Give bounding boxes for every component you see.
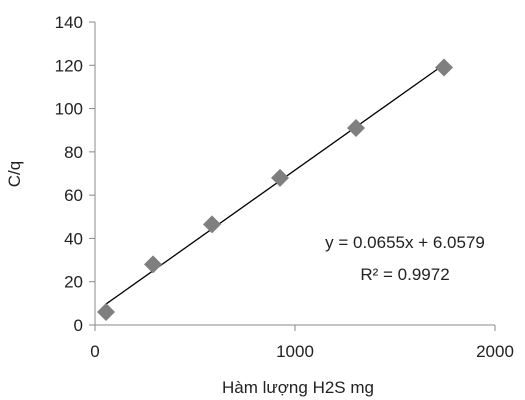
data-point (435, 58, 453, 77)
data-point (271, 168, 289, 187)
y-tick-label: 80 (64, 143, 83, 162)
y-tick-label: 120 (55, 56, 83, 75)
x-tick-label: 1000 (276, 342, 314, 361)
y-axis-title: C/q (5, 161, 24, 187)
r-squared-label: R² = 0.9972 (360, 265, 449, 284)
y-tick-label: 0 (74, 316, 83, 335)
x-tick-label: 2000 (476, 342, 514, 361)
x-axis-ticks: 0 1000 2000 (90, 325, 514, 361)
x-axis-title: Hàm lượng H2S mg (222, 378, 374, 397)
y-axis-ticks: 0 20 40 60 80 100 120 140 (55, 13, 95, 335)
x-tick-label: 0 (90, 342, 99, 361)
trendline (105, 63, 445, 305)
y-tick-label: 140 (55, 13, 83, 32)
data-points (97, 58, 453, 322)
data-point (144, 255, 162, 274)
y-tick-label: 20 (64, 273, 83, 292)
y-tick-label: 60 (64, 186, 83, 205)
y-tick-label: 100 (55, 100, 83, 119)
data-point (203, 215, 221, 234)
data-point (347, 119, 365, 138)
y-tick-label: 40 (64, 229, 83, 248)
data-point (97, 303, 115, 322)
trendline-equation: y = 0.0655x + 6.0579 (325, 233, 485, 252)
